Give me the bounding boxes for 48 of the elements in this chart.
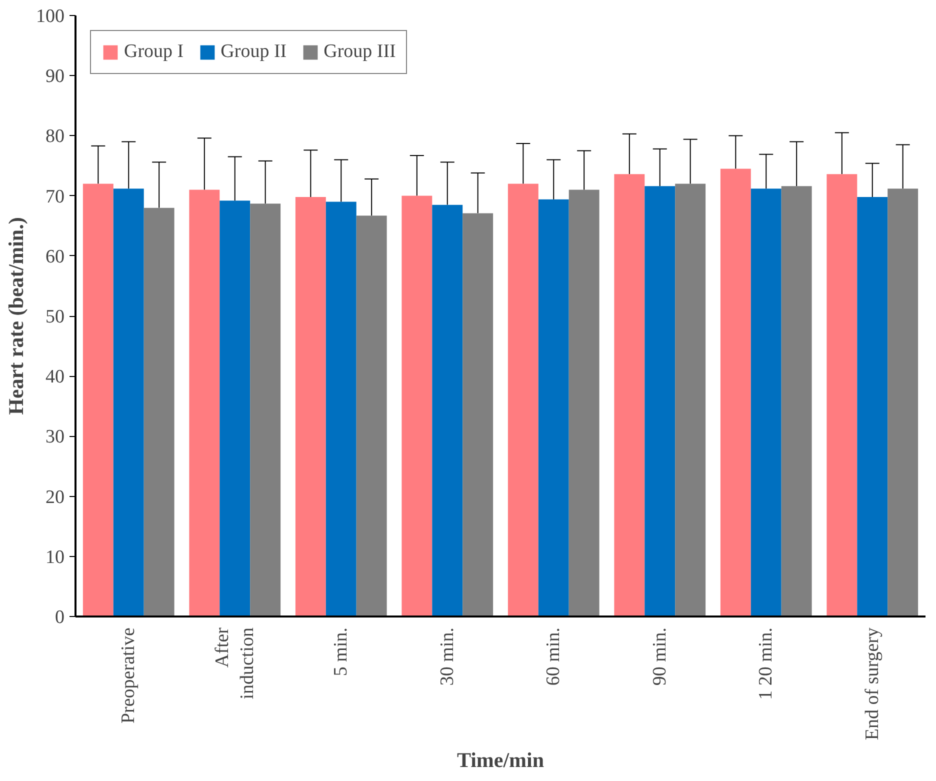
x-axis-title: Time/min [456, 748, 544, 772]
x-tick-label: Preoperative [118, 627, 140, 724]
bar [720, 168, 751, 616]
bar [326, 202, 356, 616]
bar [250, 204, 281, 616]
x-tick-label: 90 min. [649, 627, 670, 686]
x-tick-label: 5 min. [330, 627, 352, 676]
y-tick-label: 70 [46, 186, 64, 208]
bar [857, 197, 888, 616]
y-tick-label: 90 [46, 66, 64, 88]
bar [402, 196, 432, 616]
y-tick-label: 0 [55, 607, 64, 628]
bar [675, 184, 706, 616]
bar [295, 197, 326, 616]
bar [826, 174, 858, 616]
y-axis-title: Heart rate (beat/min.) [4, 217, 28, 415]
x-tick-label: After induction [212, 626, 258, 700]
x-tick-label: 30 min. [436, 627, 458, 686]
bar [189, 190, 220, 616]
bar [432, 204, 463, 616]
bar [568, 190, 600, 616]
y-tick-label: 30 [46, 426, 64, 448]
bar [356, 216, 387, 616]
bar [538, 199, 569, 616]
bar [508, 184, 538, 616]
bar [750, 188, 782, 616]
bar [82, 184, 114, 616]
bar [644, 186, 676, 616]
legend-label: Group I [124, 41, 184, 63]
x-tick-label: End of surgery [862, 627, 883, 740]
bar [888, 188, 918, 616]
x-tick-label: 1 20 min. [756, 627, 777, 700]
bar [113, 188, 144, 616]
y-tick-label: 100 [36, 6, 64, 27]
y-tick-label: 10 [46, 546, 64, 568]
legend-label: Group III [324, 41, 396, 63]
y-tick-label: 50 [46, 306, 64, 328]
bar [781, 186, 812, 616]
y-tick-label: 20 [46, 486, 64, 508]
y-tick-label: 40 [46, 366, 64, 388]
y-tick-label: 80 [46, 126, 64, 148]
bar [614, 174, 645, 616]
y-tick-label: 60 [46, 246, 64, 268]
bar [144, 208, 174, 616]
bar [220, 200, 250, 616]
legend-label: Group II [220, 41, 287, 63]
x-tick-label: 60 min. [543, 627, 564, 686]
bar [462, 213, 494, 616]
